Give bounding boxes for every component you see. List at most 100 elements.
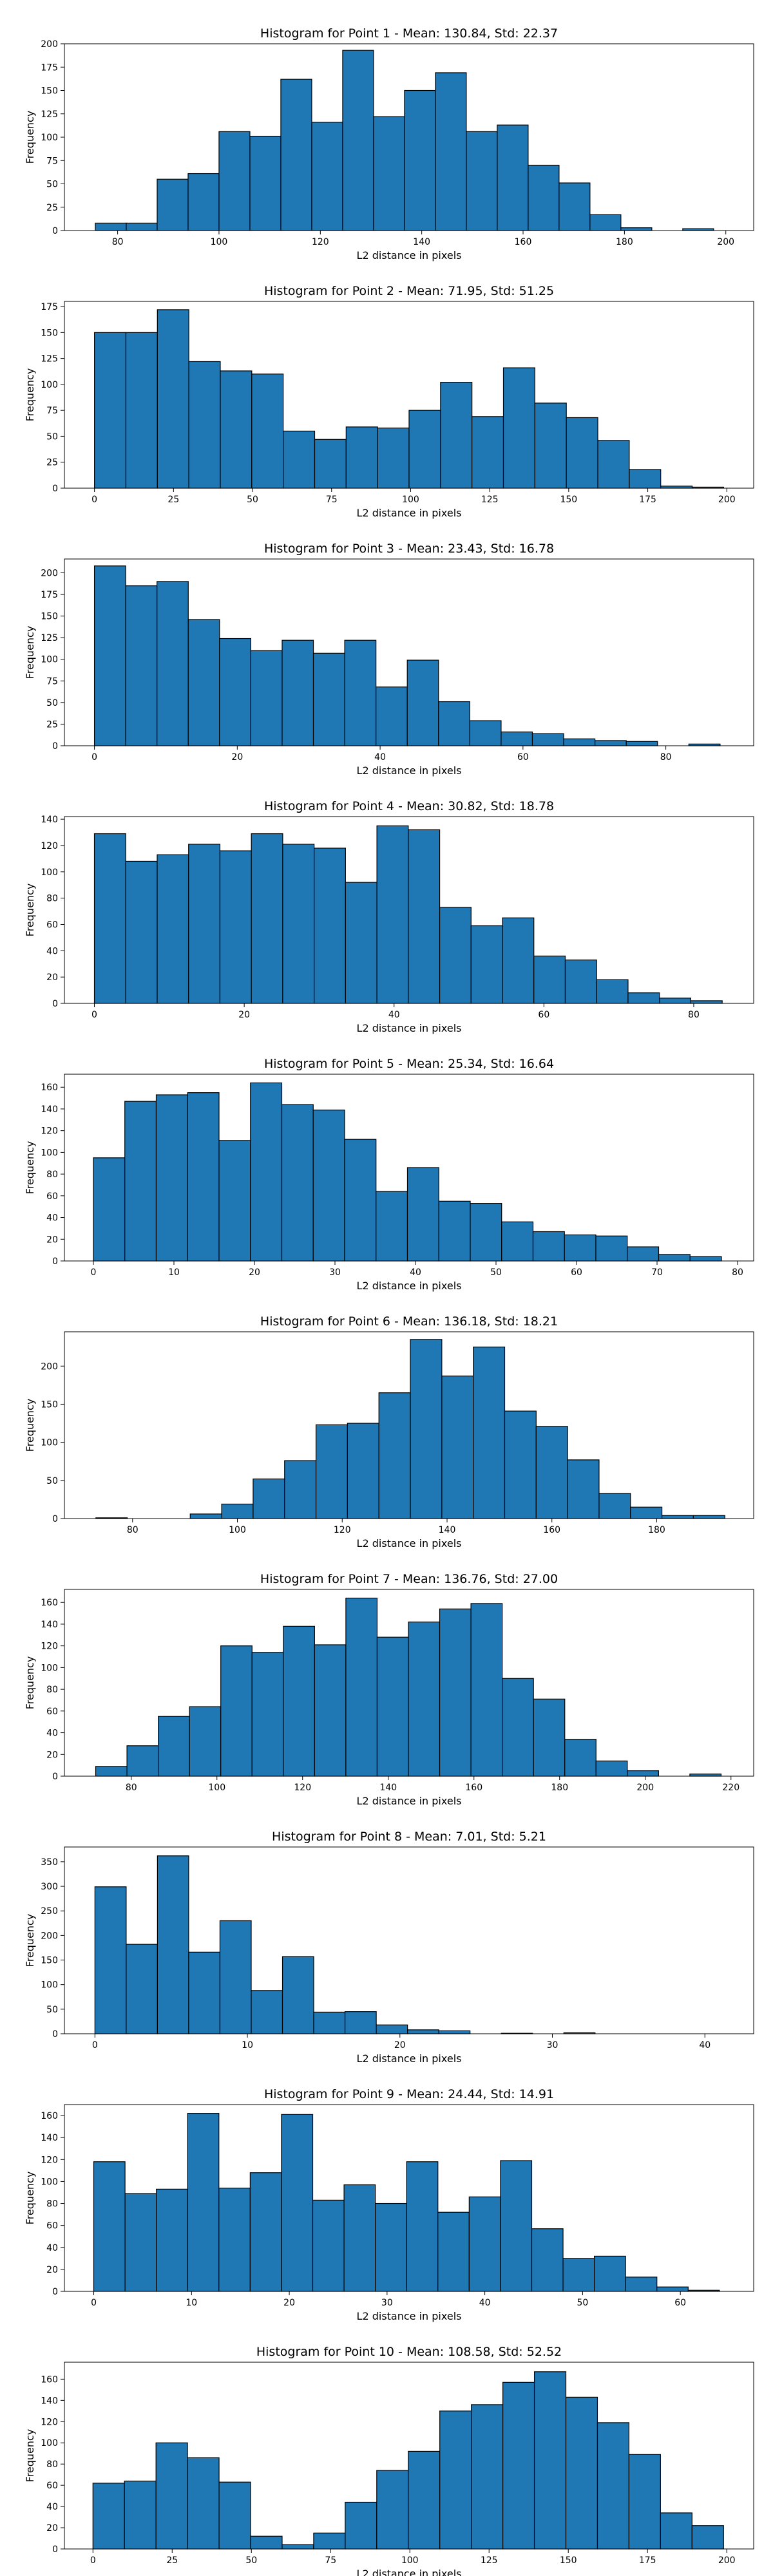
histogram-bar (437, 2211, 470, 2292)
histogram-bar (218, 131, 251, 231)
histogram-bar (661, 1515, 694, 1519)
x-tick-label: 40 (388, 1010, 400, 1020)
histogram-bar (408, 410, 441, 489)
x-tick-label: 0 (92, 2040, 98, 2050)
histogram-bar (532, 1231, 565, 1262)
x-tick-label: 180 (616, 237, 633, 247)
y-tick-label: 60 (46, 2481, 58, 2491)
histogram-bar (502, 367, 535, 489)
histogram-bar (502, 1678, 534, 1777)
x-tick-label: 30 (547, 2040, 558, 2050)
histogram-bar (311, 122, 343, 231)
histogram-bar (220, 370, 253, 489)
y-tick-label: 150 (41, 1399, 58, 1410)
x-tick-label: 40 (374, 752, 386, 762)
histogram-bar (345, 1597, 378, 1777)
histogram-bar (376, 687, 408, 746)
histogram-bar (283, 430, 316, 489)
y-axis-label: Frequency (24, 2429, 36, 2483)
histogram-bar (157, 581, 189, 746)
histogram-bar (282, 1956, 314, 2034)
x-tick-label: 60 (674, 2298, 686, 2308)
histogram-bar (441, 1376, 474, 1519)
histogram-bar (439, 907, 472, 1004)
y-tick-label: 80 (46, 2459, 58, 2470)
histogram-bar (438, 1200, 471, 1262)
x-tick-label: 80 (660, 752, 672, 762)
histogram-bar (314, 848, 346, 1004)
x-tick-label: 30 (381, 2298, 393, 2308)
histogram-panel-5: Histogram for Point 5 - Mean: 25.34, Std… (24, 1057, 754, 1292)
histogram-bar (376, 1636, 409, 1777)
y-tick-label: 140 (41, 815, 58, 825)
histogram-bar (312, 1110, 345, 1262)
plot-frame (64, 2362, 754, 2550)
y-tick-label: 100 (41, 1663, 58, 1673)
x-tick-label: 30 (329, 1267, 341, 1278)
y-tick-label: 25 (46, 719, 58, 730)
x-tick-label: 100 (211, 237, 228, 247)
chart-title: Histogram for Point 1 - Mean: 130.84, St… (260, 26, 558, 41)
y-tick-label: 160 (41, 2111, 58, 2121)
y-tick-label: 80 (46, 2199, 58, 2210)
histogram-bar (595, 1760, 628, 1777)
histogram-bar (473, 1347, 506, 1519)
y-tick-label: 60 (46, 920, 58, 930)
x-tick-label: 160 (465, 1783, 482, 1793)
y-tick-label: 75 (46, 406, 58, 416)
histogram-bar (376, 1191, 408, 1262)
histogram-bar (155, 2442, 188, 2550)
histogram-bar (627, 992, 660, 1004)
y-tick-label: 300 (41, 1882, 58, 1892)
histogram-bar (373, 116, 405, 231)
x-axis-label: L2 distance in pixels (357, 1022, 462, 1034)
x-tick-label: 20 (231, 752, 243, 762)
histogram-bar (188, 1951, 221, 2034)
x-tick-label: 200 (718, 2555, 736, 2566)
y-tick-label: 0 (52, 484, 58, 494)
x-axis-label: L2 distance in pixels (357, 1280, 462, 1292)
histogram-bar (126, 1944, 158, 2034)
x-tick-label: 10 (242, 2040, 253, 2050)
chart-title: Histogram for Point 7 - Mean: 136.76, St… (260, 1572, 558, 1586)
histogram-bar (155, 1094, 188, 1262)
histogram-bar (692, 1515, 725, 1519)
histogram-bar (250, 650, 283, 746)
x-tick-label: 175 (639, 495, 656, 505)
histogram-bar (282, 844, 315, 1004)
histogram-bar (531, 733, 564, 746)
x-tick-label: 100 (401, 2555, 419, 2566)
histogram-bar (659, 998, 692, 1004)
x-tick-label: 60 (538, 1010, 549, 1020)
y-tick-label: 120 (41, 1642, 58, 1652)
x-tick-label: 140 (379, 1783, 397, 1793)
y-tick-label: 100 (41, 2177, 58, 2187)
histogram-bar (156, 2188, 188, 2292)
x-tick-label: 100 (402, 495, 419, 505)
histogram-bar (251, 1652, 284, 1777)
x-tick-label: 160 (543, 1525, 560, 1535)
histogram-bar (188, 844, 221, 1004)
histogram-bar (344, 639, 377, 746)
y-tick-label: 160 (41, 1598, 58, 1608)
y-tick-label: 175 (41, 302, 58, 312)
y-tick-label: 20 (46, 2265, 58, 2275)
histogram-bar (95, 1766, 128, 1777)
histogram-bar (533, 955, 566, 1004)
y-tick-label: 0 (52, 2544, 58, 2555)
y-tick-label: 200 (41, 568, 58, 578)
x-tick-label: 40 (410, 1267, 421, 1278)
histogram-bar (406, 2161, 439, 2292)
histogram-bar (594, 2255, 626, 2292)
histogram-bar (406, 1167, 439, 1262)
histogram-bar (469, 720, 502, 746)
histogram-bar (219, 1920, 252, 2034)
histogram-bar (250, 2535, 283, 2550)
y-tick-label: 0 (52, 999, 58, 1009)
x-tick-label: 120 (334, 1525, 351, 1535)
chart-title: Histogram for Point 2 - Mean: 71.95, Std… (264, 284, 554, 298)
histogram-bar (691, 2525, 724, 2550)
y-axis-label: Frequency (24, 1914, 36, 1967)
histogram-bar (315, 1424, 348, 1519)
histogram-bar (187, 2113, 220, 2292)
